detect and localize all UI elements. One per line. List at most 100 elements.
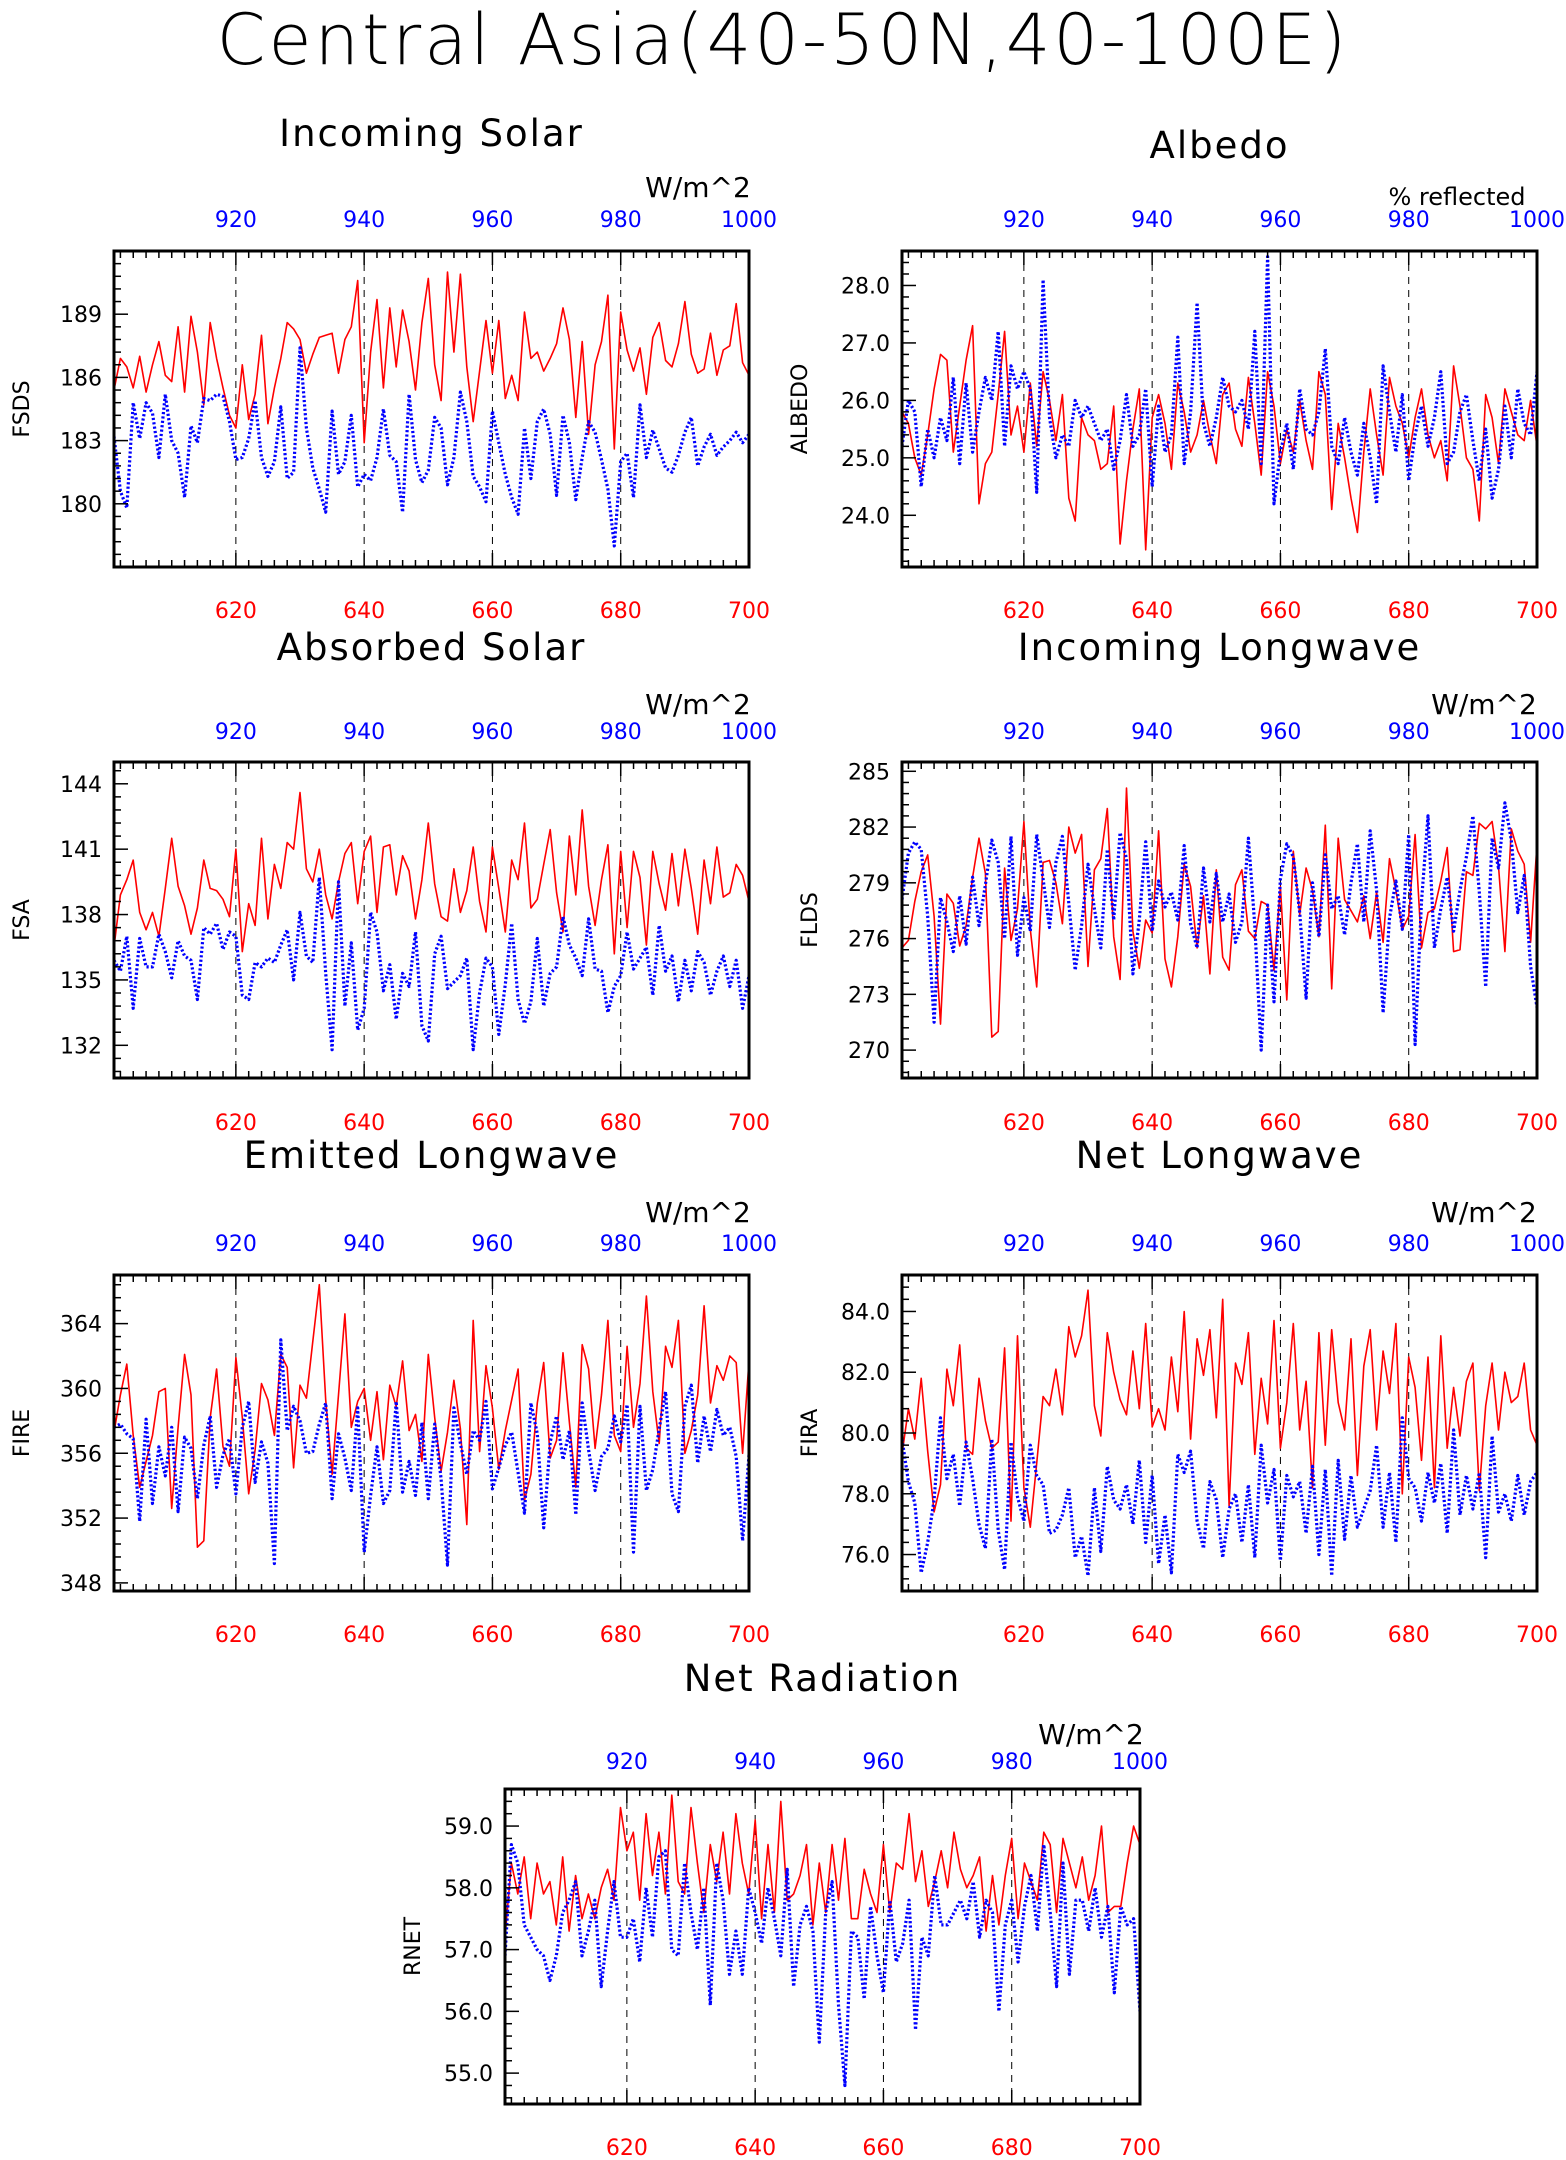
series-line-blue — [114, 346, 749, 548]
x-tick-label-bottom: 640 — [343, 599, 385, 624]
y-axis-label: FLDS — [798, 892, 823, 948]
x-tick-label-top: 1000 — [1509, 720, 1565, 745]
x-tick-label-bottom: 640 — [343, 1623, 385, 1648]
x-tick-label-bottom: 680 — [991, 2136, 1033, 2160]
y-tick-label: 144 — [60, 773, 102, 798]
plot-frame — [112, 1273, 751, 1593]
x-tick-label-bottom: 700 — [1516, 1623, 1558, 1648]
x-tick-label-top: 980 — [991, 1750, 1033, 1775]
y-tick-label: 352 — [60, 1507, 102, 1532]
x-tick-label-bottom: 620 — [215, 1623, 257, 1648]
y-tick-label: 186 — [60, 366, 102, 391]
units-label: % reflected — [1388, 183, 1525, 211]
x-tick-label-top: 920 — [1003, 720, 1045, 745]
y-tick-label: 189 — [60, 303, 102, 328]
x-tick-label-bottom: 620 — [606, 2136, 648, 2160]
y-tick-label: 26.0 — [841, 389, 890, 414]
y-axis-label: FIRA — [798, 1409, 823, 1458]
x-tick-label-top: 940 — [1131, 1232, 1173, 1257]
y-tick-label: 285 — [848, 760, 890, 785]
units-label: W/m^2 — [645, 1196, 751, 1229]
x-tick-label-top: 940 — [1131, 720, 1173, 745]
y-tick-label: 76.0 — [841, 1544, 890, 1569]
x-tick-label-top: 1000 — [1112, 1750, 1168, 1775]
y-tick-label: 364 — [60, 1313, 102, 1338]
y-tick-label: 183 — [60, 430, 102, 455]
x-tick-label-top: 1000 — [721, 720, 777, 745]
chart-title: Emitted Longwave — [244, 1134, 620, 1177]
chart-panel-7: Net Radiation W/m^2 620 640 660 680 700 920 940 9… — [401, 1657, 1168, 2160]
x-tick-label-bottom: 680 — [600, 1111, 642, 1136]
chart-title: Net Longwave — [1076, 1134, 1364, 1177]
x-tick-label-bottom: 660 — [471, 1111, 513, 1136]
x-tick-label-bottom: 660 — [1259, 1623, 1301, 1648]
series-line-red — [114, 1283, 749, 1548]
units-label: W/m^2 — [1431, 688, 1537, 721]
plot-frame — [900, 760, 1539, 1080]
x-tick-label-top: 940 — [734, 1750, 776, 1775]
chart-panel-1: Incoming Solar W/m^2 620 640 660 680 700 920 940… — [10, 112, 777, 624]
x-tick-label-top: 980 — [600, 208, 642, 233]
x-tick-label-top: 920 — [606, 1750, 648, 1775]
x-tick-label-bottom: 700 — [1516, 599, 1558, 624]
units-label: W/m^2 — [645, 171, 751, 204]
x-tick-label-top: 980 — [1388, 720, 1430, 745]
x-tick-label-top: 940 — [343, 720, 385, 745]
y-tick-label: 282 — [848, 816, 890, 841]
x-tick-label-top: 980 — [1388, 208, 1430, 233]
y-tick-label: 279 — [848, 872, 890, 897]
y-tick-label: 56.0 — [444, 2000, 493, 2025]
y-tick-label: 25.0 — [841, 447, 890, 472]
y-tick-label: 28.0 — [841, 274, 890, 299]
chart-panel-4: Incoming Longwave W/m^2 620 640 660 680 700 920… — [798, 626, 1565, 1136]
x-tick-label-bottom: 620 — [215, 599, 257, 624]
y-tick-label: 78.0 — [841, 1483, 890, 1508]
y-tick-label: 27.0 — [841, 332, 890, 357]
x-tick-label-bottom: 700 — [728, 599, 770, 624]
x-tick-label-bottom: 640 — [734, 2136, 776, 2160]
x-tick-label-top: 920 — [215, 720, 257, 745]
plot-frame — [112, 760, 751, 1080]
x-tick-label-top: 940 — [343, 1232, 385, 1257]
series-line-red — [902, 1289, 1537, 1528]
main-title: Central Asia(40-50N,40-100E) — [216, 0, 1350, 81]
y-tick-label: 132 — [60, 1034, 102, 1059]
x-tick-label-bottom: 660 — [471, 599, 513, 624]
chart-panel-5: Emitted Longwave W/m^2 620 640 660 680 700 920 9… — [10, 1134, 777, 1648]
chart-title: Net Radiation — [684, 1657, 962, 1700]
x-tick-label-bottom: 620 — [1003, 599, 1045, 624]
chart-title: Incoming Longwave — [1018, 626, 1422, 669]
y-tick-label: 55.0 — [444, 2062, 493, 2087]
x-tick-label-top: 960 — [471, 208, 513, 233]
x-tick-label-bottom: 640 — [1131, 599, 1173, 624]
series-line-red — [902, 787, 1537, 1038]
x-tick-label-bottom: 680 — [600, 1623, 642, 1648]
x-tick-label-top: 920 — [1003, 208, 1045, 233]
x-tick-label-bottom: 680 — [1388, 1111, 1430, 1136]
x-tick-label-bottom: 620 — [215, 1111, 257, 1136]
series-line-blue — [114, 1338, 749, 1567]
y-axis-label: RNET — [401, 1916, 426, 1976]
chart-title: Absorbed Solar — [277, 626, 587, 669]
chart-title: Incoming Solar — [279, 112, 584, 155]
series-line-blue — [902, 801, 1537, 1052]
units-label: W/m^2 — [645, 688, 751, 721]
x-tick-label-bottom: 700 — [1119, 2136, 1161, 2160]
x-tick-label-top: 1000 — [1509, 1232, 1565, 1257]
series-line-blue — [902, 1416, 1537, 1578]
x-tick-label-top: 940 — [343, 208, 385, 233]
x-tick-label-bottom: 700 — [1516, 1111, 1558, 1136]
x-tick-label-bottom: 700 — [728, 1111, 770, 1136]
x-tick-label-top: 1000 — [1509, 208, 1565, 233]
y-axis-label: FIRE — [10, 1409, 35, 1457]
y-tick-label: 59.0 — [444, 1815, 493, 1840]
y-tick-label: 82.0 — [841, 1361, 890, 1386]
x-tick-label-top: 960 — [471, 1232, 513, 1257]
x-tick-label-top: 980 — [1388, 1232, 1430, 1257]
x-tick-label-bottom: 660 — [1259, 599, 1301, 624]
series-line-red — [114, 791, 749, 955]
x-tick-label-top: 960 — [1259, 208, 1301, 233]
x-tick-label-bottom: 640 — [1131, 1623, 1173, 1648]
y-axis-label: FSDS — [10, 380, 35, 437]
